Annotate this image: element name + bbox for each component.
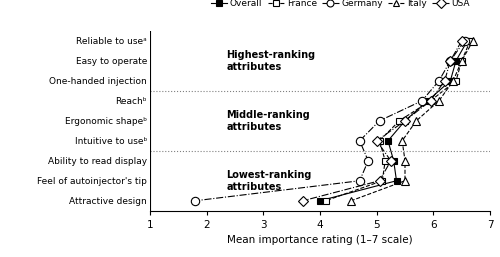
- Italy: [402, 159, 408, 162]
- USA: [442, 79, 448, 82]
- Line: Germany: Germany: [191, 37, 468, 205]
- France: [458, 59, 464, 62]
- France: [467, 39, 473, 42]
- Germany: [376, 119, 382, 122]
- Italy: [402, 179, 408, 182]
- Germany: [192, 199, 198, 202]
- Overall: [402, 119, 408, 122]
- Text: Middle-ranking
attributes: Middle-ranking attributes: [226, 110, 310, 132]
- Overall: [448, 79, 454, 82]
- Italy: [399, 139, 405, 142]
- France: [380, 179, 386, 182]
- Germany: [448, 59, 454, 62]
- Text: Highest-ranking
attributes: Highest-ranking attributes: [226, 50, 316, 72]
- USA: [374, 139, 380, 142]
- Italy: [450, 79, 456, 82]
- Germany: [436, 79, 442, 82]
- USA: [388, 159, 394, 162]
- X-axis label: Mean importance rating (1–7 scale): Mean importance rating (1–7 scale): [227, 235, 413, 245]
- France: [428, 99, 434, 102]
- Germany: [419, 99, 425, 102]
- USA: [448, 59, 454, 62]
- Overall: [394, 179, 400, 182]
- France: [322, 199, 328, 202]
- USA: [402, 119, 408, 122]
- France: [382, 159, 388, 162]
- Line: Italy: Italy: [347, 37, 477, 205]
- Germany: [365, 159, 371, 162]
- Overall: [385, 139, 391, 142]
- Italy: [414, 119, 420, 122]
- France: [396, 119, 402, 122]
- USA: [300, 199, 306, 202]
- France: [453, 79, 459, 82]
- Overall: [464, 39, 470, 42]
- Line: USA: USA: [300, 37, 465, 204]
- USA: [428, 99, 434, 102]
- Overall: [317, 199, 323, 202]
- Italy: [436, 99, 442, 102]
- Italy: [458, 59, 464, 62]
- Italy: [348, 199, 354, 202]
- Italy: [470, 39, 476, 42]
- Overall: [424, 99, 430, 102]
- Text: Lowest-ranking
attributes: Lowest-ranking attributes: [226, 170, 312, 191]
- Line: France: France: [322, 37, 474, 204]
- Legend: Overall, France, Germany, Italy, USA: Overall, France, Germany, Italy, USA: [208, 0, 474, 12]
- Overall: [390, 159, 396, 162]
- USA: [376, 179, 382, 182]
- France: [376, 139, 382, 142]
- Overall: [453, 59, 459, 62]
- Line: Overall: Overall: [316, 37, 471, 204]
- Germany: [462, 39, 468, 42]
- Germany: [356, 179, 362, 182]
- USA: [458, 39, 464, 42]
- Germany: [356, 139, 362, 142]
